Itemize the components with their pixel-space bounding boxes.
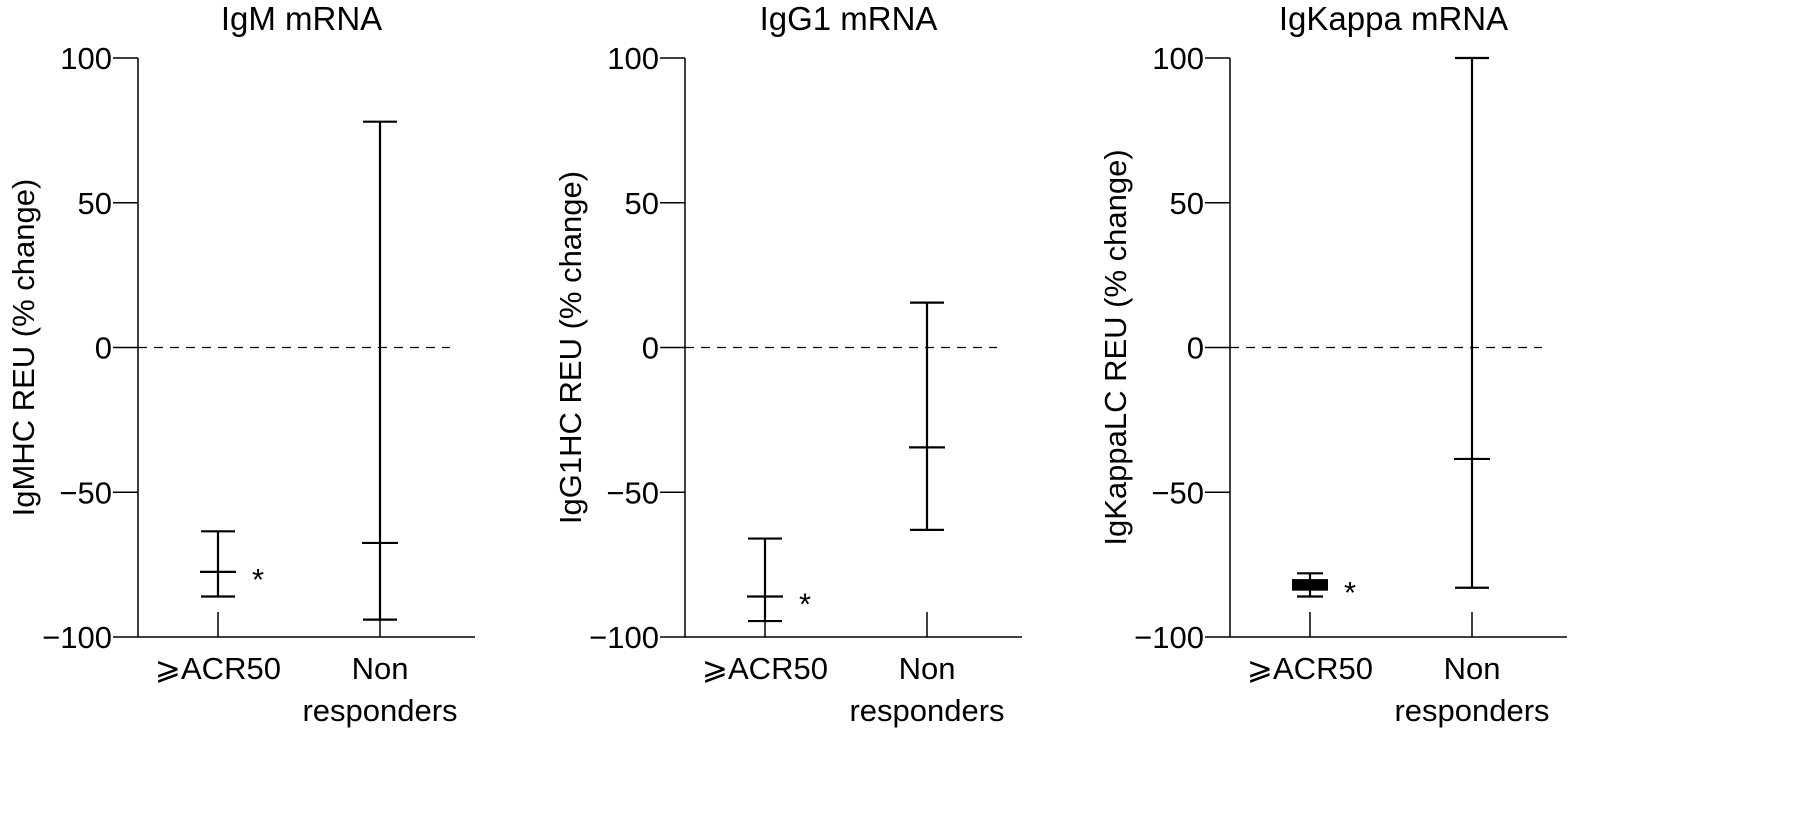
panel: IgKappa mRNA IgKappaLC REU (% change) −100… (1098, 0, 1567, 728)
y-tick-label: −100 (1134, 620, 1204, 655)
chart-title: IgM mRNA (221, 0, 382, 37)
y-tick-label: 0 (642, 331, 659, 366)
x-tick-label: Non responders (302, 651, 457, 728)
y-tick-label: 100 (60, 41, 112, 76)
y-tick-label: −100 (589, 620, 659, 655)
y-tick-label: −50 (1151, 475, 1204, 510)
y-tick-label: 50 (1170, 186, 1204, 221)
y-tick-label: −50 (59, 475, 112, 510)
x-tick-label: Non responders (849, 651, 1004, 728)
x-tick-label: ⩾ACR50 (702, 651, 828, 686)
x-tick-label: ⩾ACR50 (1247, 651, 1373, 686)
y-tick-label: 50 (625, 186, 659, 221)
x-tick-label: Non responders (1394, 651, 1549, 728)
significance: * (252, 562, 264, 597)
y-tick-label: 0 (1187, 331, 1204, 366)
y-tick-label: 0 (95, 331, 112, 366)
y-tick-label: 100 (607, 41, 659, 76)
chart-title: IgKappa mRNA (1279, 0, 1508, 37)
y-axis-label: IgKappaLC REU (% change) (1098, 149, 1133, 545)
x-tick-label: ⩾ACR50 (155, 651, 281, 686)
significance: * (799, 586, 811, 621)
significance: * (1344, 575, 1356, 610)
y-axis-label: IgMHC REU (% change) (6, 179, 41, 517)
panel: IgM mRNA IgMHC REU (% change) −100 −50 0 50 10… (6, 0, 475, 728)
panel: IgG1 mRNA IgG1HC REU (% change) −100 −50 0 50… (553, 0, 1022, 728)
chart-title: IgG1 mRNA (760, 0, 938, 37)
y-tick-label: 50 (78, 186, 112, 221)
y-tick-label: −100 (42, 620, 112, 655)
y-tick-label: 100 (1152, 41, 1204, 76)
y-tick-label: −50 (606, 475, 659, 510)
y-axis-label: IgG1HC REU (% change) (553, 171, 588, 524)
